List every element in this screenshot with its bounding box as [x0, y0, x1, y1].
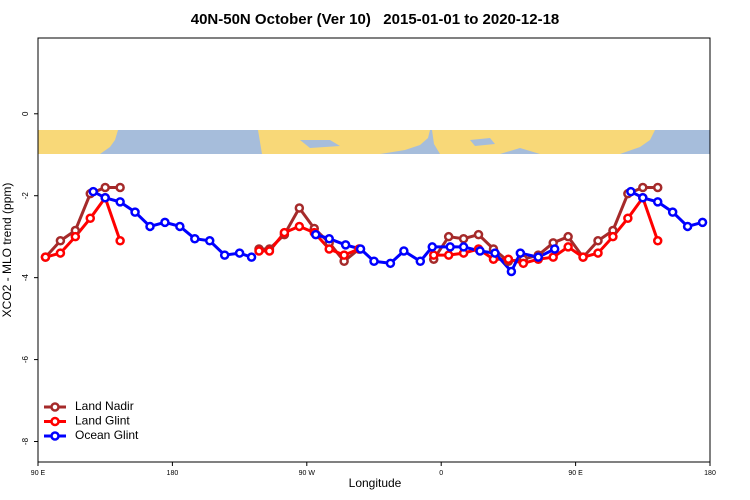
point — [70, 231, 81, 242]
y-tick-label: -4 — [21, 274, 30, 282]
legend-marker — [50, 416, 60, 427]
y-tick-label: -8 — [21, 437, 30, 445]
y-axis-label: XCO2 - MLO trend (ppm) — [0, 183, 14, 318]
x-tick-label: 180 — [704, 470, 716, 477]
legend-label: Land Glint — [75, 414, 130, 428]
point — [515, 248, 526, 258]
point — [311, 229, 321, 240]
x-axis-label: Longitude — [349, 476, 402, 490]
x-tick-label: 180 — [167, 470, 179, 477]
point — [652, 182, 663, 193]
point — [638, 182, 648, 193]
point — [340, 240, 351, 250]
point — [399, 246, 409, 256]
point — [190, 233, 200, 244]
map-strip — [38, 130, 710, 154]
point — [115, 197, 125, 207]
point — [490, 248, 500, 258]
point — [506, 266, 517, 277]
legend-marker — [50, 402, 60, 412]
point — [130, 207, 140, 217]
point — [246, 252, 257, 262]
x-tick-label: 90 W — [299, 470, 316, 477]
point — [40, 252, 51, 262]
legend-label: Land Nadir — [75, 399, 134, 413]
x-tick-label: 0 — [439, 470, 443, 477]
x-tick-label: 90 E — [568, 470, 583, 477]
point — [88, 186, 99, 197]
point — [593, 236, 603, 246]
point — [608, 231, 618, 242]
point — [254, 246, 264, 256]
y-tick-label: -2 — [21, 192, 30, 200]
point — [475, 246, 485, 256]
chart-title: 40N-50N October (Ver 10) 2015-01-01 to 2… — [191, 11, 560, 28]
point — [219, 250, 230, 260]
point — [533, 252, 544, 262]
point — [55, 236, 66, 246]
point — [652, 197, 663, 207]
point — [682, 221, 693, 232]
point — [638, 193, 648, 203]
point — [623, 213, 633, 224]
point — [324, 244, 334, 254]
y-tick-label: 0 — [21, 111, 30, 116]
x-tick-label: 90 E — [31, 470, 46, 477]
point — [100, 182, 110, 193]
point — [385, 258, 396, 269]
point — [355, 244, 366, 254]
point — [443, 250, 454, 260]
point — [503, 254, 514, 264]
point — [428, 250, 439, 260]
point — [563, 242, 573, 252]
point — [473, 229, 484, 240]
point — [578, 252, 588, 262]
point — [264, 246, 275, 256]
legend-label: Ocean Glint — [75, 428, 139, 442]
point — [279, 227, 290, 238]
point — [294, 203, 305, 213]
point — [563, 231, 573, 242]
point — [100, 193, 110, 203]
point — [369, 256, 379, 267]
point — [234, 248, 245, 258]
point — [145, 221, 155, 232]
point — [294, 221, 305, 232]
plot-frame — [37, 37, 711, 463]
point — [445, 242, 455, 252]
point — [458, 242, 469, 252]
point — [443, 231, 454, 242]
point — [427, 242, 437, 252]
point — [204, 236, 215, 246]
point — [175, 221, 185, 232]
point — [697, 217, 708, 228]
point — [518, 258, 529, 269]
point — [339, 250, 349, 260]
point — [160, 217, 170, 228]
y-tick-label: -6 — [21, 355, 30, 363]
point — [549, 244, 560, 254]
point — [415, 256, 426, 267]
point — [115, 236, 125, 246]
point — [458, 233, 469, 244]
point — [85, 213, 96, 224]
point — [667, 207, 678, 217]
point — [626, 186, 636, 197]
point — [324, 233, 334, 244]
series-line — [45, 194, 660, 265]
point — [55, 248, 66, 258]
point — [652, 236, 663, 246]
point — [593, 248, 603, 258]
point — [115, 182, 125, 193]
legend-marker — [50, 431, 60, 441]
point — [548, 252, 558, 262]
